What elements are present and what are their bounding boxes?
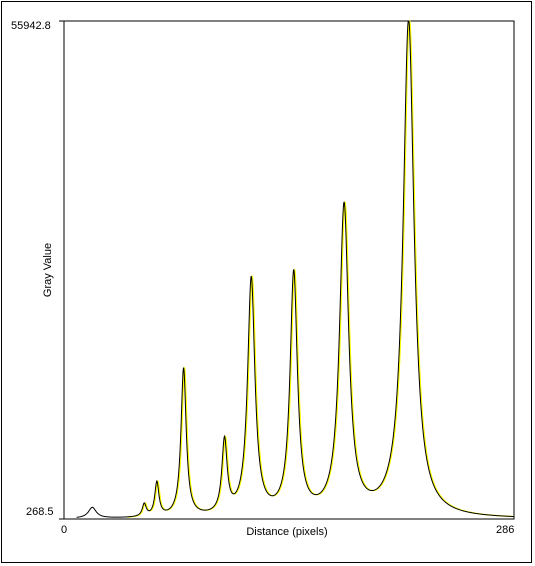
profile-series-line: [76, 20, 515, 518]
x-tick-label-max: 286: [496, 524, 514, 536]
plot-area: [63, 20, 515, 520]
x-tick-label-min: 0: [61, 524, 67, 536]
y-tick-label-min: 268.5: [26, 506, 54, 518]
y-tick-label-max: 55942.8: [11, 20, 51, 32]
fit-series-line: [126, 20, 515, 518]
y-axis-label: Gray Value: [42, 243, 54, 297]
x-axis-label: Distance (pixels): [246, 526, 327, 538]
